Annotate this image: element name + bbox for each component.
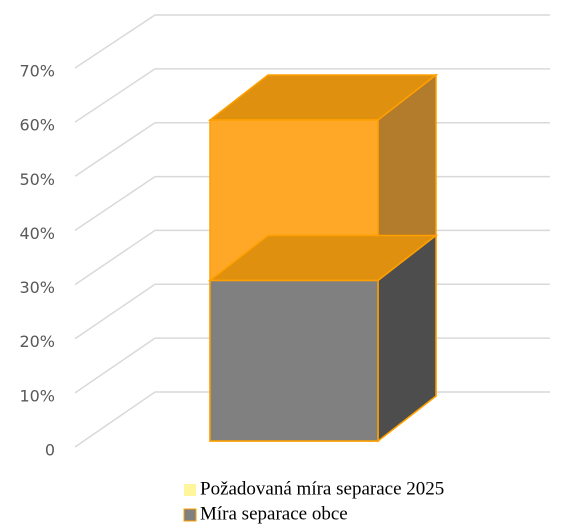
grid-line [74, 68, 550, 123]
legend-swatch [184, 484, 196, 496]
y-tick-label: 20% [19, 332, 55, 351]
y-tick-label: 40% [19, 224, 55, 243]
y-tick-label: 60% [19, 116, 55, 135]
grid-line [74, 14, 550, 69]
y-tick-label: 50% [19, 170, 55, 189]
legend-label: Požadovaná míra separace 2025 [200, 478, 444, 499]
bar-front [209, 279, 379, 442]
legend-swatch [183, 508, 197, 522]
y-tick-label: 0 [45, 441, 55, 460]
legend-label: Míra separace obce [200, 503, 348, 524]
y-tick-label: 10% [19, 386, 55, 405]
y-tick-label: 30% [19, 278, 55, 297]
y-tick-label: 70% [19, 62, 55, 81]
